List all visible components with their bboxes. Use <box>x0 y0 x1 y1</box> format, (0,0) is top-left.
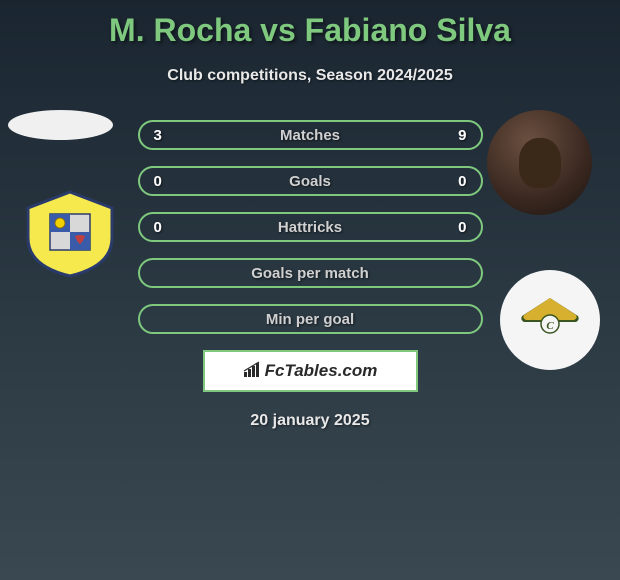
stat-left-value: 0 <box>154 173 174 190</box>
stat-right-value: 0 <box>447 219 467 236</box>
stat-row-goals: 0 Goals 0 <box>138 166 483 196</box>
stat-left-value: 0 <box>154 219 174 236</box>
branding-text: FcTables.com <box>265 361 378 381</box>
stat-right-value: 0 <box>447 173 467 190</box>
stat-row-matches: 3 Matches 9 <box>138 120 483 150</box>
date-text: 20 january 2025 <box>0 412 620 430</box>
stat-label: Goals per match <box>251 265 369 282</box>
chart-icon <box>243 360 265 383</box>
stat-label: Min per goal <box>266 311 354 328</box>
stat-right-value: 9 <box>447 127 467 144</box>
player-right-avatar <box>487 110 592 215</box>
stats-container: 3 Matches 9 0 Goals 0 0 Hattricks 0 Goal… <box>138 120 483 334</box>
stat-row-hattricks: 0 Hattricks 0 <box>138 212 483 242</box>
stat-label: Matches <box>280 127 340 144</box>
stat-row-min-per-goal: Min per goal <box>138 304 483 334</box>
branding-box: FcTables.com <box>203 350 418 392</box>
stat-row-goals-per-match: Goals per match <box>138 258 483 288</box>
player-left-club-badge <box>20 190 120 278</box>
stat-label: Hattricks <box>278 219 342 236</box>
subtitle: Club competitions, Season 2024/2025 <box>0 67 620 85</box>
stat-left-value: 3 <box>154 127 174 144</box>
comparison-content: C 3 Matches 9 0 Goals 0 0 Hattricks 0 Go… <box>0 120 620 430</box>
svg-text:C: C <box>546 320 554 332</box>
player-right-club-badge: C <box>500 270 600 370</box>
page-title: M. Rocha vs Fabiano Silva <box>0 0 620 49</box>
stat-label: Goals <box>289 173 331 190</box>
player-left-avatar <box>8 110 113 140</box>
